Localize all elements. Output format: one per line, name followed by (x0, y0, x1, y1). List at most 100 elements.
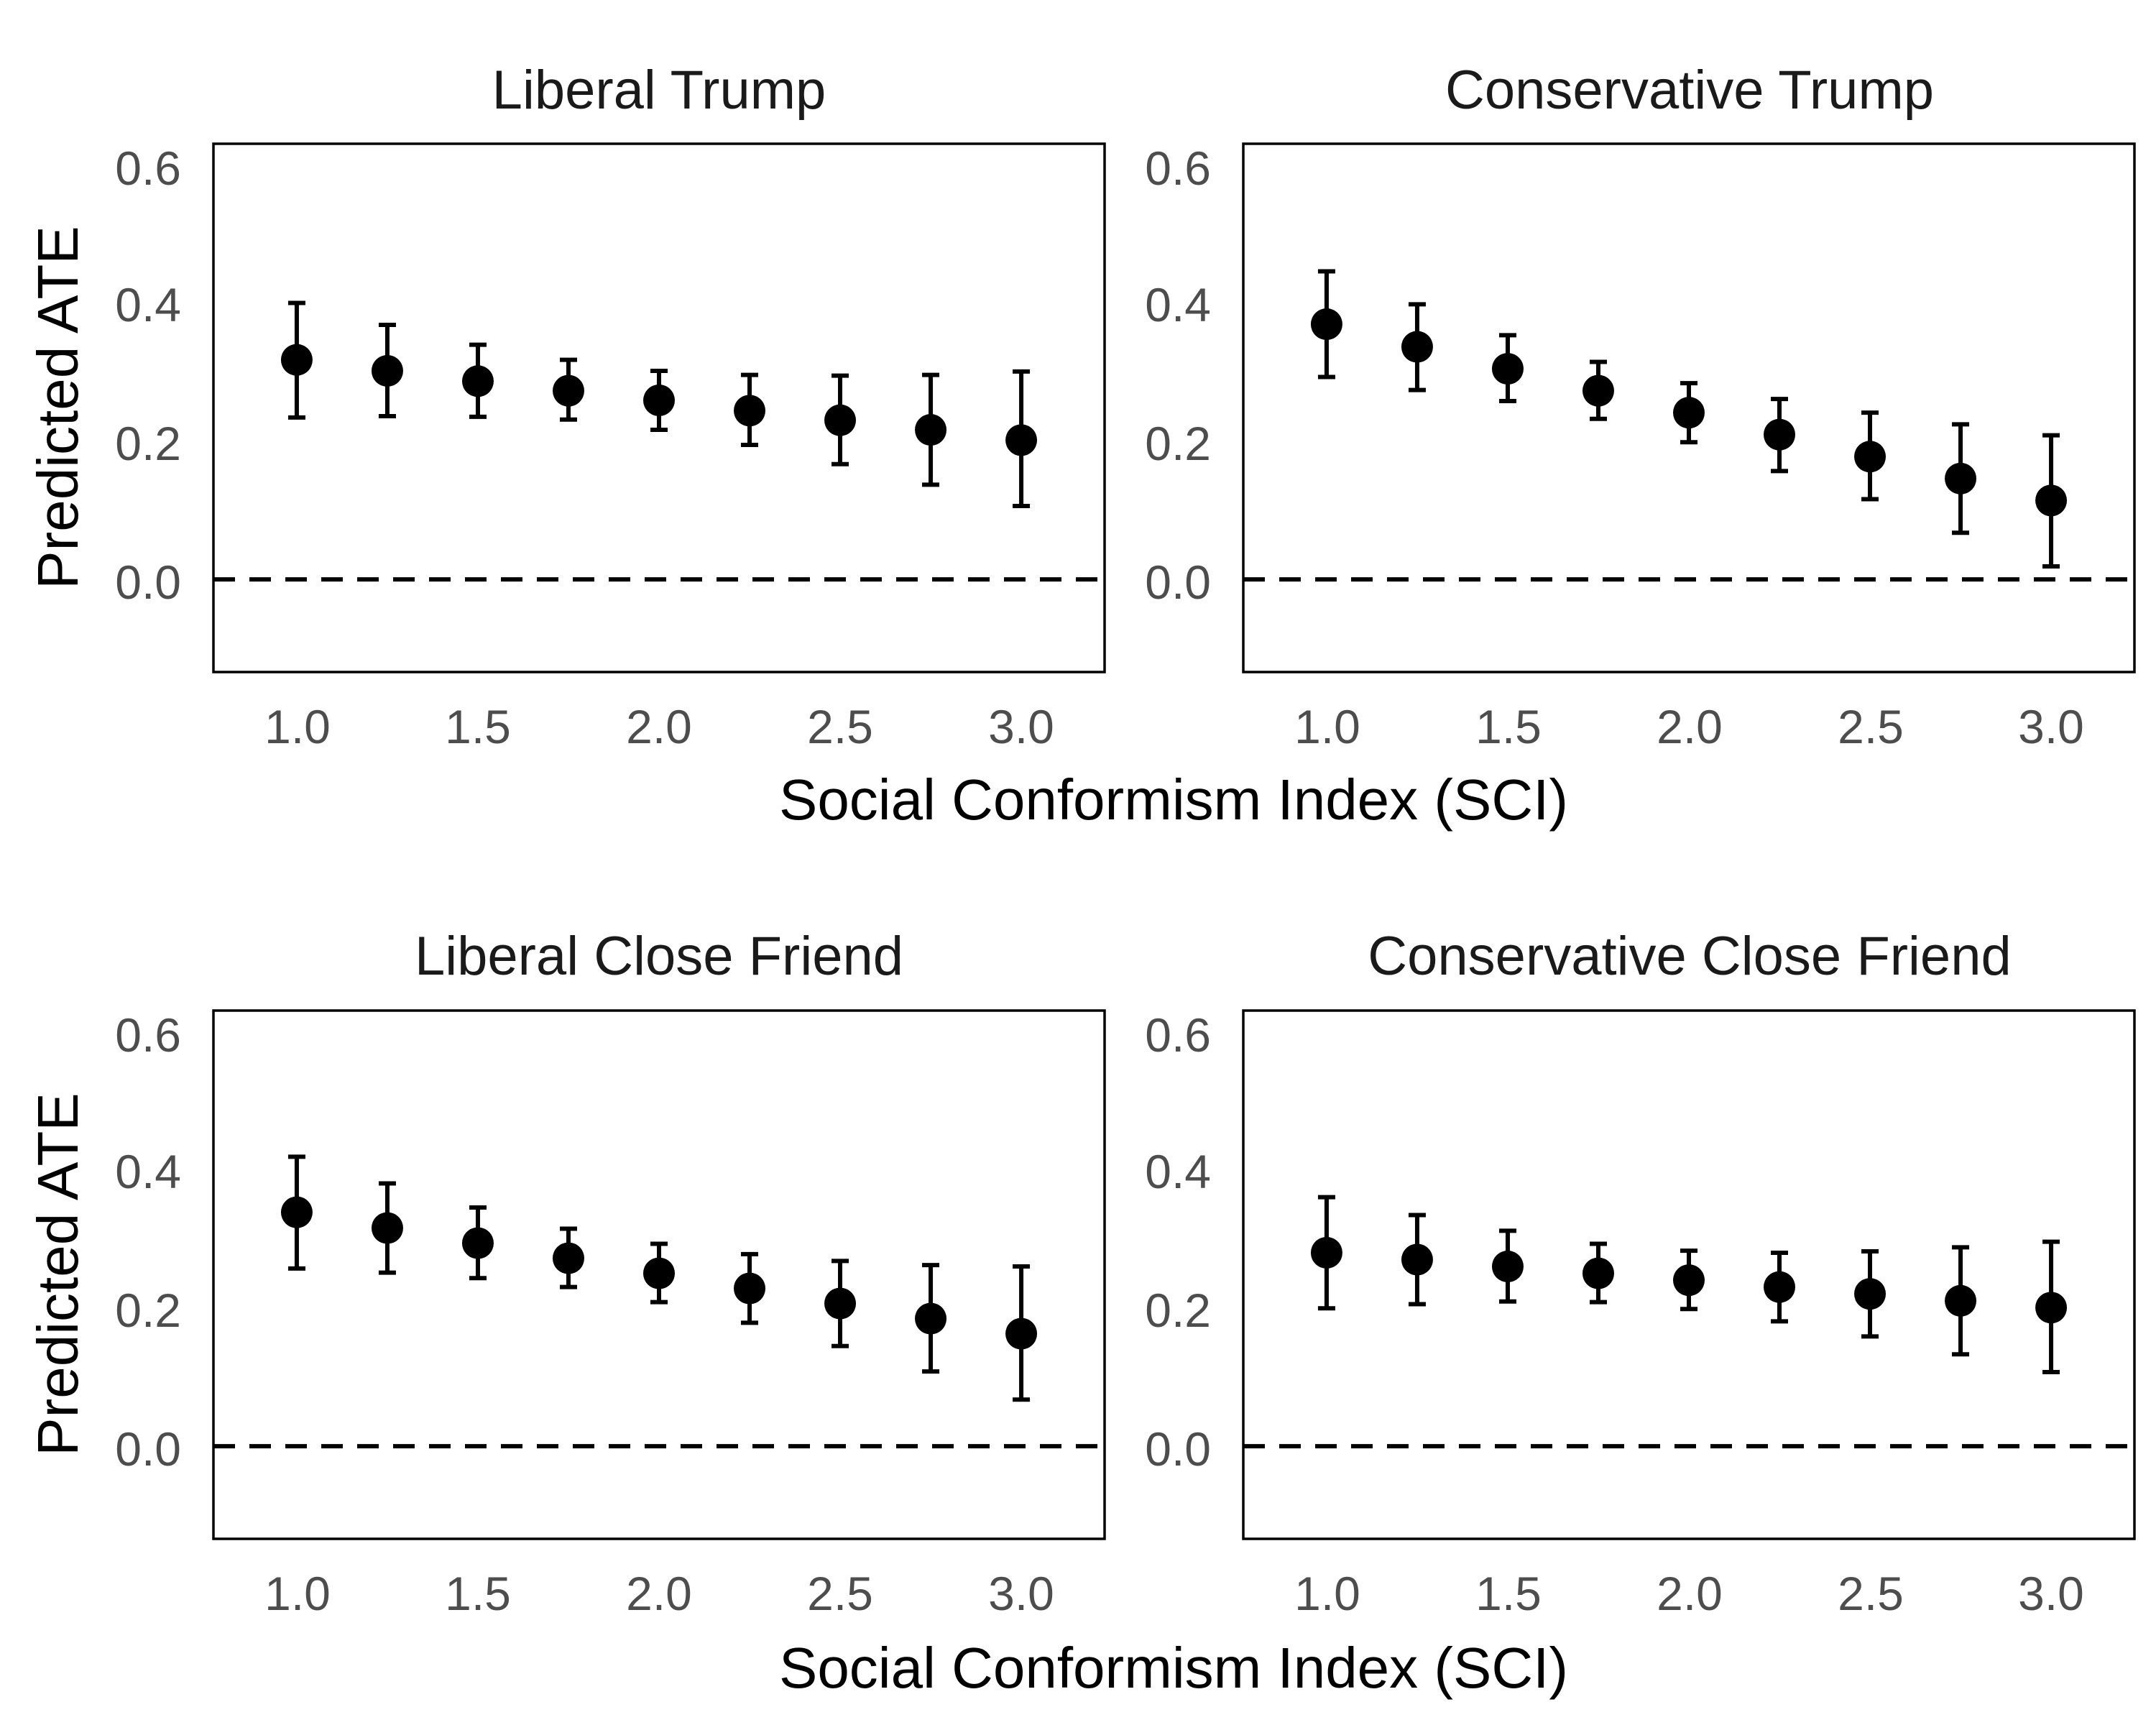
x-tick-label: 1.0 (264, 1567, 331, 1620)
x-tick-label: 1.0 (1294, 1567, 1360, 1620)
x-tick-label: 1.0 (1294, 700, 1360, 753)
y-tick-label: 0.6 (115, 142, 181, 195)
x-tick-labels: 1.0 1.5 2.0 2.5 3.0 (264, 1567, 1054, 1620)
x-tick-label: 2.5 (1838, 700, 1904, 753)
data-point (1673, 1264, 1705, 1297)
plot-frame (212, 1009, 1106, 1540)
data-point (371, 1212, 403, 1244)
data-point (1401, 1243, 1433, 1276)
y-tick-label: 0.0 (1145, 556, 1211, 609)
data-point (1401, 331, 1433, 363)
data-point (461, 1227, 494, 1259)
x-tick-label: 1.5 (445, 1567, 511, 1620)
y-tick-label: 0.2 (115, 417, 181, 470)
x-tick-labels: 1.0 1.5 2.0 2.5 3.0 (264, 700, 1054, 753)
data-point (1945, 462, 1977, 494)
x-tick-label: 1.5 (1475, 1567, 1542, 1620)
y-tick-label: 0.2 (1145, 417, 1211, 470)
data-point (1005, 1317, 1038, 1350)
x-tick-label: 2.0 (1657, 700, 1723, 753)
data-point (643, 385, 675, 416)
x-tick-label: 2.0 (626, 1567, 692, 1620)
x-tick-label: 3.0 (2018, 700, 2084, 753)
data-point (915, 1302, 947, 1335)
x-tick-label: 2.5 (807, 1567, 873, 1620)
data-point (1005, 424, 1038, 456)
x-tick-label: 2.0 (1657, 1567, 1723, 1620)
y-tick-label: 0.4 (1145, 278, 1211, 331)
x-tick-label: 3.0 (988, 700, 1054, 753)
data-point (461, 365, 494, 397)
data-marks (213, 1154, 1105, 1449)
data-marks (1243, 269, 2134, 582)
panel-conservative-trump: Conservative Trump 0.0 0.2 0.4 0.6 1.0 1… (1145, 60, 2136, 753)
x-tick-label: 2.0 (626, 700, 692, 753)
x-axis-title-top: Social Conformism Index (SCI) (779, 768, 1568, 832)
panel-liberal-close-friend: Liberal Close Friend 0.0 0.2 0.4 0.6 1.0… (115, 926, 1106, 1620)
data-point (1854, 1278, 1886, 1310)
panel-liberal-trump: Liberal Trump 0.0 0.2 0.4 0.6 1.0 1.5 2.… (115, 60, 1106, 753)
y-tick-label: 0.4 (115, 278, 181, 331)
data-point (1854, 441, 1886, 473)
panel-title: Liberal Close Friend (415, 926, 903, 987)
x-tick-label: 1.5 (445, 700, 511, 753)
data-point (371, 354, 403, 387)
data-point (1310, 308, 1342, 341)
x-tick-label: 3.0 (988, 1567, 1054, 1620)
plot-frame (1242, 142, 2136, 673)
x-tick-label: 2.5 (1838, 1567, 1904, 1620)
y-axis-title-top: Predicted ATE (26, 226, 90, 589)
data-point (734, 395, 766, 427)
data-point (824, 1287, 857, 1320)
y-tick-label: 0.0 (115, 556, 181, 609)
x-tick-labels: 1.0 1.5 2.0 2.5 3.0 (1294, 700, 2084, 753)
y-tick-label: 0.4 (115, 1145, 181, 1198)
panel-title: Conservative Trump (1445, 60, 1934, 121)
y-axis-title-bottom: Predicted ATE (26, 1092, 90, 1455)
plot-frame (212, 142, 1106, 673)
data-point (1491, 1251, 1524, 1283)
plot-frame (1242, 1009, 2136, 1540)
data-point (1582, 1257, 1614, 1289)
y-tick-labels: 0.0 0.2 0.4 0.6 (1145, 142, 1211, 609)
data-point (1764, 418, 1796, 451)
data-point (1582, 374, 1614, 407)
data-point (643, 1257, 675, 1289)
data-point (1764, 1271, 1796, 1303)
data-point (280, 1196, 313, 1228)
data-point (824, 404, 857, 436)
data-point (280, 344, 313, 376)
data-point (1310, 1236, 1342, 1269)
y-tick-label: 0.0 (1145, 1422, 1211, 1476)
data-point (915, 414, 947, 446)
y-tick-label: 0.6 (115, 1008, 181, 1062)
y-tick-label: 0.6 (1145, 1008, 1211, 1062)
panel-title: Conservative Close Friend (1368, 926, 2012, 987)
data-point (2035, 1292, 2068, 1324)
y-tick-labels: 0.0 0.2 0.4 0.6 (1145, 1008, 1211, 1476)
data-point (734, 1272, 766, 1305)
x-tick-label: 1.0 (264, 700, 331, 753)
x-tick-label: 3.0 (2018, 1567, 2084, 1620)
data-marks (213, 300, 1105, 582)
data-point (2035, 484, 2068, 517)
data-point (1491, 353, 1524, 385)
y-tick-label: 0.2 (1145, 1284, 1211, 1337)
data-point (1945, 1284, 1977, 1317)
data-point (552, 374, 584, 407)
y-tick-labels: 0.0 0.2 0.4 0.6 (115, 1008, 181, 1476)
y-tick-label: 0.0 (115, 1422, 181, 1476)
y-tick-label: 0.2 (115, 1284, 181, 1337)
panel-conservative-close-friend: Conservative Close Friend 0.0 0.2 0.4 0.… (1145, 926, 2136, 1620)
data-point (1673, 397, 1705, 429)
x-axis-title-bottom: Social Conformism Index (SCI) (779, 1636, 1568, 1700)
y-tick-label: 0.4 (1145, 1145, 1211, 1198)
y-tick-label: 0.6 (1145, 142, 1211, 195)
x-tick-label: 2.5 (807, 700, 873, 753)
data-marks (1243, 1195, 2134, 1449)
y-tick-labels: 0.0 0.2 0.4 0.6 (115, 142, 181, 609)
x-tick-label: 1.5 (1475, 700, 1542, 753)
data-point (552, 1242, 584, 1274)
x-tick-labels: 1.0 1.5 2.0 2.5 3.0 (1294, 1567, 2084, 1620)
panel-title: Liberal Trump (492, 60, 826, 121)
